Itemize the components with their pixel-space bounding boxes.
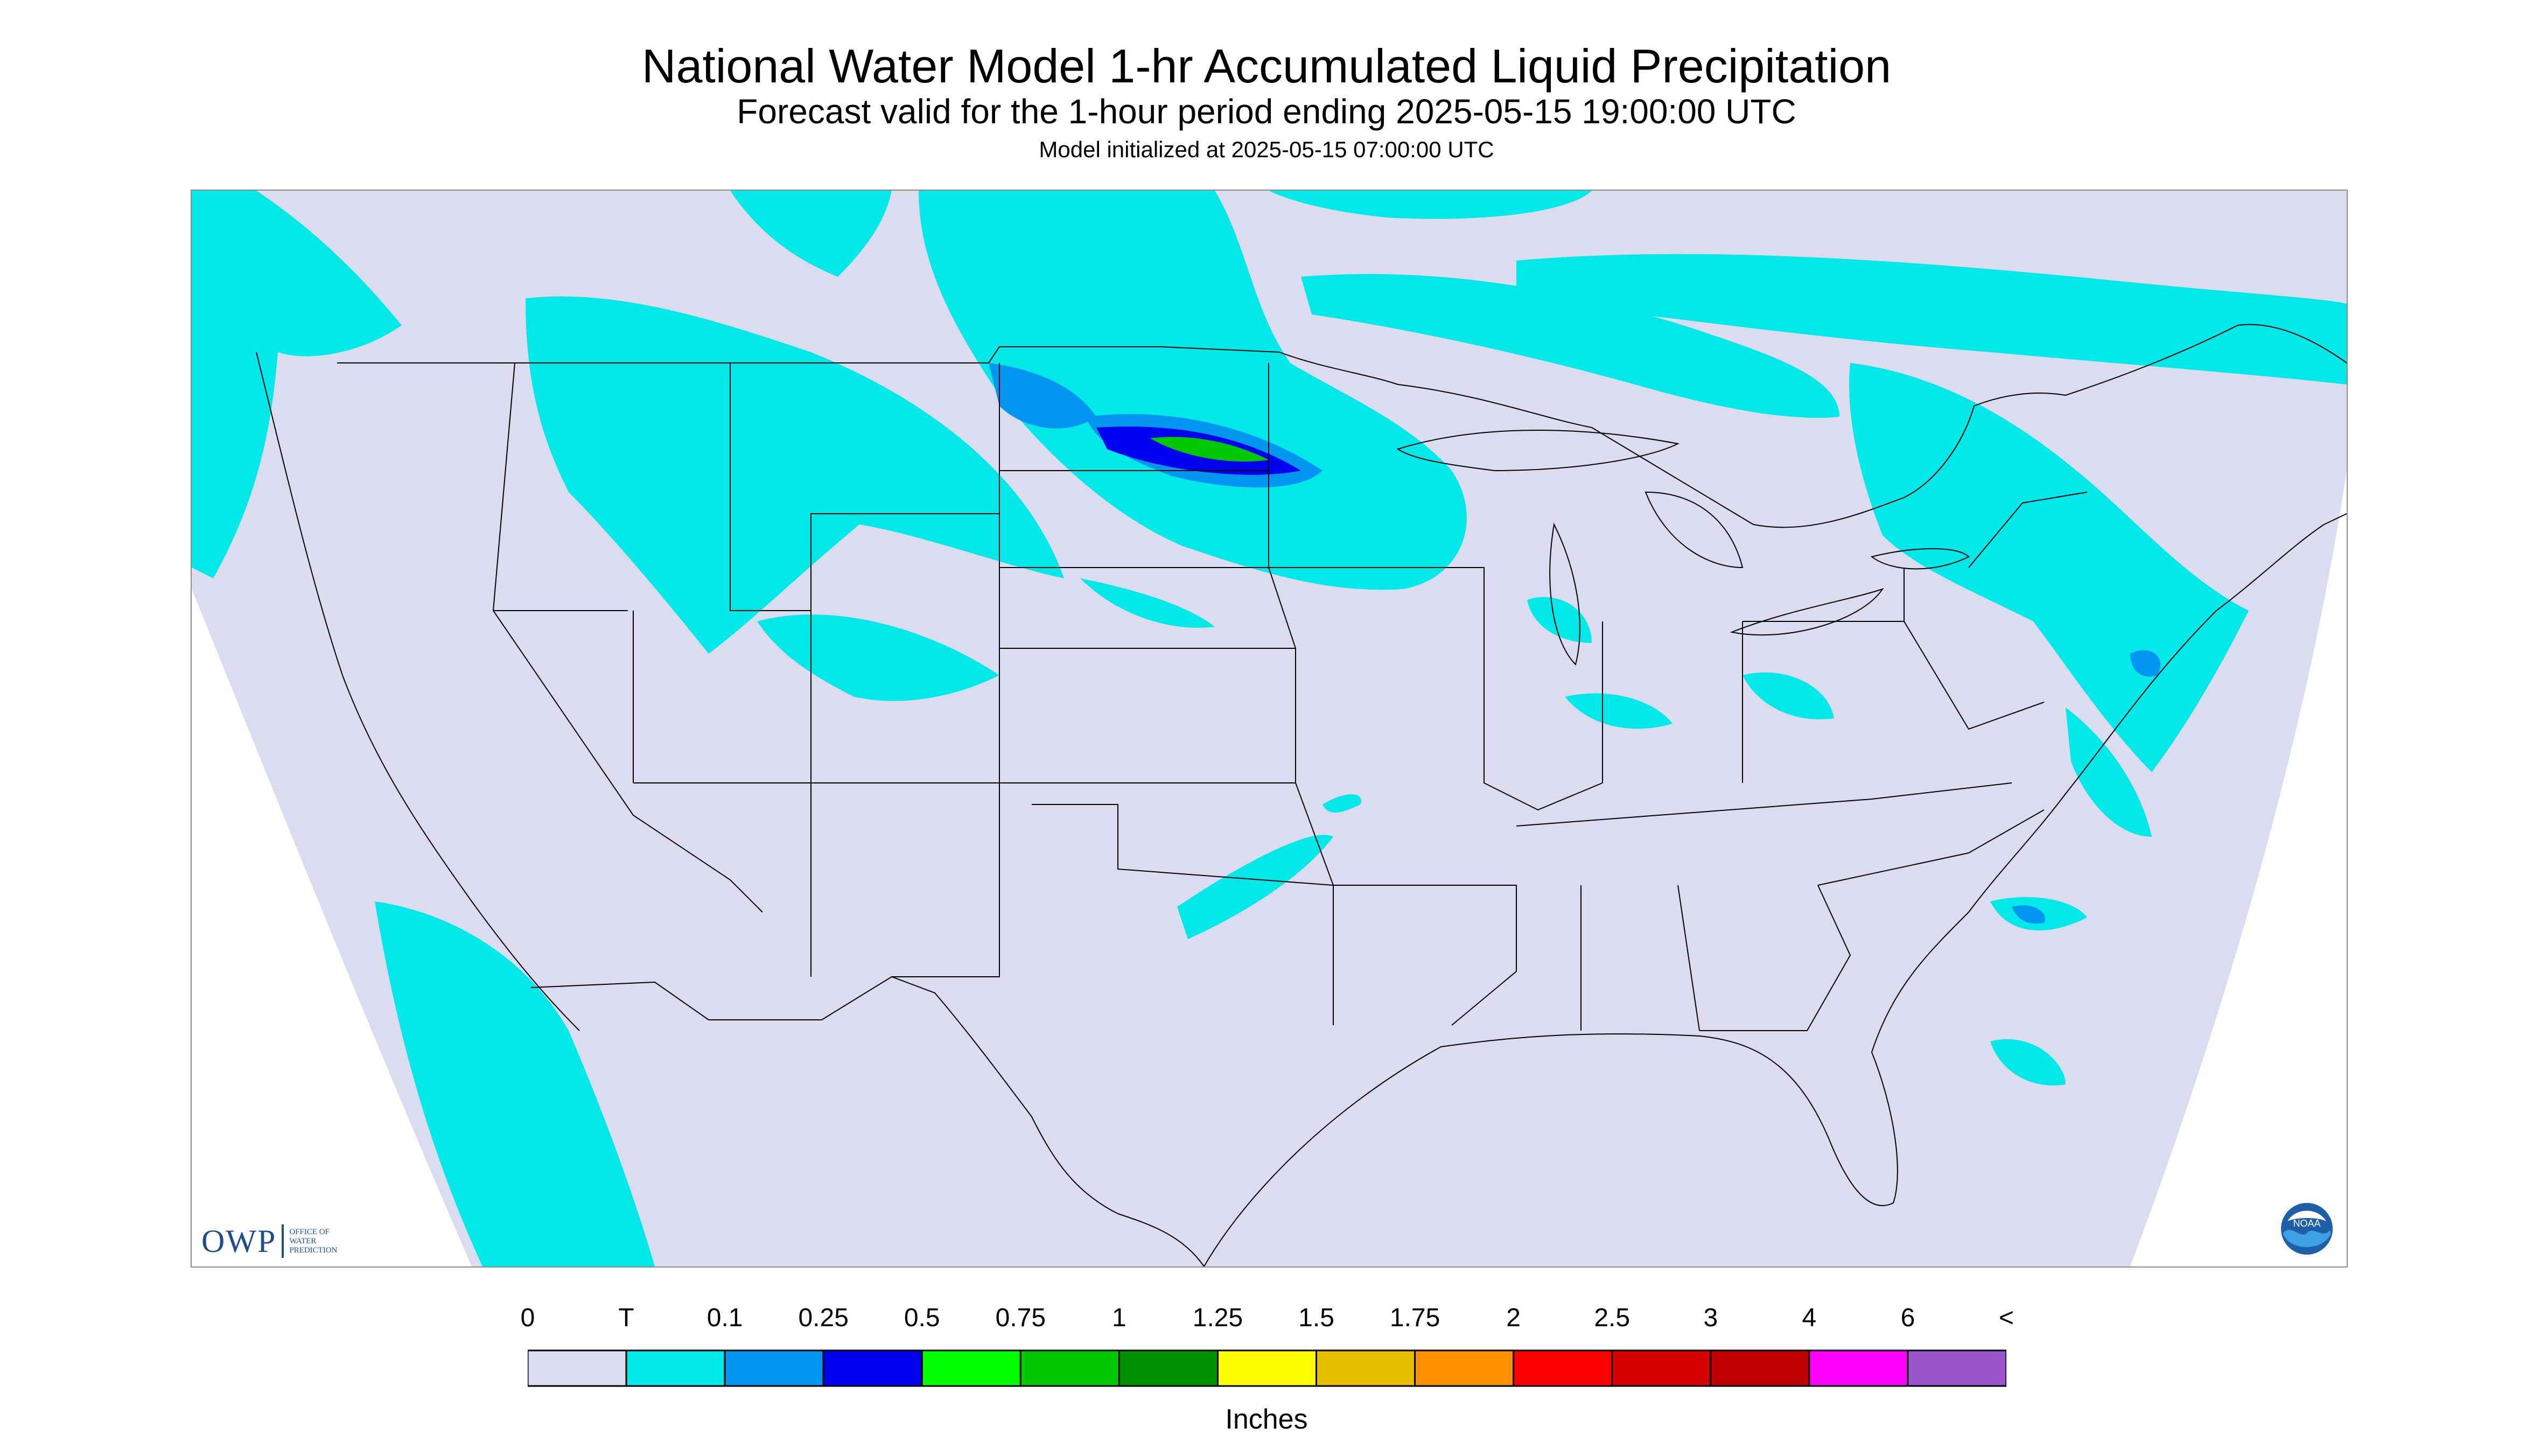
model-init-line: Model initialized at 2025-05-15 07:00:00… (1039, 137, 1494, 162)
state-line-new-mexico-texas (892, 783, 1000, 977)
precip-indiana (1527, 597, 1592, 643)
precip-bahamas (1990, 1039, 2066, 1086)
legend-swatch-7 (1217, 1349, 1318, 1387)
forecast-valid-line: Forecast valid for the 1-hour period end… (737, 92, 1796, 131)
precip-northern-rockies (526, 296, 1064, 654)
us-canada-border (337, 324, 2347, 528)
precip-arkansas (1323, 794, 1361, 813)
legend-swatch-8 (1316, 1349, 1416, 1387)
legend-tick-label: 1.5 (1298, 1304, 1334, 1332)
state-line-california-nevada (493, 610, 763, 913)
state-line-georgia-carolinas (1699, 885, 1851, 1031)
precip-areas (192, 191, 2347, 1266)
precip-ohio-valley (1565, 693, 1673, 729)
owp-logo: OWP OFFICE OF WATER PREDICTION (201, 1222, 338, 1260)
precip-virginia (1743, 672, 1834, 719)
lake-ontario (1870, 548, 1970, 570)
owp-office-of: OFFICE OF (289, 1227, 330, 1236)
precip-north-dakota-core (989, 363, 1096, 429)
owp-logo-divider (282, 1224, 284, 1258)
precip-atlantic-offshore (2066, 708, 2152, 837)
legend-units: Inches (1225, 1404, 1308, 1435)
legend-swatch-9 (1414, 1349, 1515, 1387)
legend-tick-label: 1.75 (1389, 1304, 1440, 1332)
state-line-mississippi-alabama-georgia (1580, 885, 1700, 1031)
state-line-illinois (1484, 648, 1603, 811)
state-line-nc-sc (1817, 809, 2045, 886)
precip-dakotas (919, 191, 1467, 590)
state-line-tennessee (1516, 799, 1872, 827)
owp-logo-subtext: OFFICE OF WATER PREDICTION (289, 1228, 337, 1255)
noaa-logo: NOAA (2281, 1203, 2333, 1255)
precip-quebec (1516, 254, 2347, 384)
legend-swatch-10 (1513, 1349, 1613, 1387)
lake-michigan (1549, 522, 1580, 666)
owp-water: WATER (289, 1236, 317, 1245)
precip-atlantic-spot (2012, 905, 2045, 924)
heavy-precip (989, 363, 2161, 924)
precip-southern-california (375, 901, 655, 1266)
legend-swatch-0 (528, 1349, 627, 1387)
west-coastline (256, 352, 580, 1031)
legend-swatch-3 (822, 1349, 923, 1387)
precip-wyoming (757, 614, 999, 701)
legend-tick-label: 0.1 (706, 1304, 743, 1332)
legend-swatch-2 (724, 1349, 824, 1387)
lake-superior (1396, 430, 1680, 472)
us-mexico-border (530, 976, 1205, 1266)
legend-swatch-6 (1118, 1349, 1219, 1387)
precip-ontario (1269, 191, 1592, 219)
legend-tick-label: 0.5 (904, 1304, 940, 1332)
legend-tick-label: 4 (1802, 1304, 1817, 1332)
state-line-arkansas-louisiana (1333, 885, 1517, 1026)
state-line-indiana-ohio (1602, 621, 1743, 783)
boundaries (256, 324, 2347, 1266)
precip-upper-great-lakes (1301, 274, 1839, 418)
precip-sd-peak (1150, 437, 1269, 462)
map-title: National Water Model 1-hr Accumulated Li… (641, 39, 1892, 93)
noaa-logo-text: NOAA (2293, 1218, 2320, 1229)
precip-oklahoma (1177, 835, 1333, 939)
legend-swatch-13 (1808, 1349, 1909, 1387)
east-gulf-coastline (1203, 513, 2347, 1266)
lake-huron (1645, 491, 1744, 569)
legend-swatch-12 (1710, 1349, 1810, 1387)
legend-tick-label: 2.5 (1594, 1304, 1631, 1332)
state-line-new-england (1968, 492, 2088, 568)
precip-nebraska (1080, 578, 1215, 628)
legend-tick-label: 6 (1900, 1304, 1915, 1332)
legend-tick-label: 1 (1112, 1304, 1126, 1332)
state-line-oklahoma-texas (1032, 804, 1334, 1025)
legend-swatch-4 (921, 1349, 1021, 1387)
legend-swatch-11 (1611, 1349, 1712, 1387)
legend-swatch-5 (1019, 1349, 1120, 1387)
owp-prediction: PREDICTION (289, 1245, 338, 1255)
legend-swatch-14 (1907, 1349, 2006, 1387)
legend-tick-label: 3 (1703, 1304, 1718, 1332)
legend-tick-label: < (1998, 1304, 2014, 1332)
legend-tick-label: 0 (520, 1304, 535, 1332)
precip-pacific-nw (192, 191, 402, 578)
precip-atlantic-core (2130, 650, 2161, 677)
lake-erie (1730, 588, 1884, 636)
state-line-virginia-nc (1871, 782, 2012, 800)
precip-montana-north (730, 191, 892, 277)
state-line-minnesota-iowa-missouri (1268, 363, 1334, 886)
owp-logo-text: OWP (201, 1223, 277, 1259)
legend-tick-label: 1.25 (1192, 1304, 1243, 1332)
state-line-mid-atlantic (1904, 621, 2045, 730)
color-legend (528, 1349, 2006, 1387)
legend-tick-label: 2 (1506, 1304, 1521, 1332)
precipitation-map[interactable] (191, 190, 2348, 1268)
legend-tick-label: T (618, 1304, 634, 1332)
legend-tick-label: 0.25 (798, 1304, 849, 1332)
legend-swatch-1 (625, 1349, 726, 1387)
state-line-iowa (1269, 567, 1485, 648)
legend-tick-label: 0.75 (995, 1304, 1046, 1332)
